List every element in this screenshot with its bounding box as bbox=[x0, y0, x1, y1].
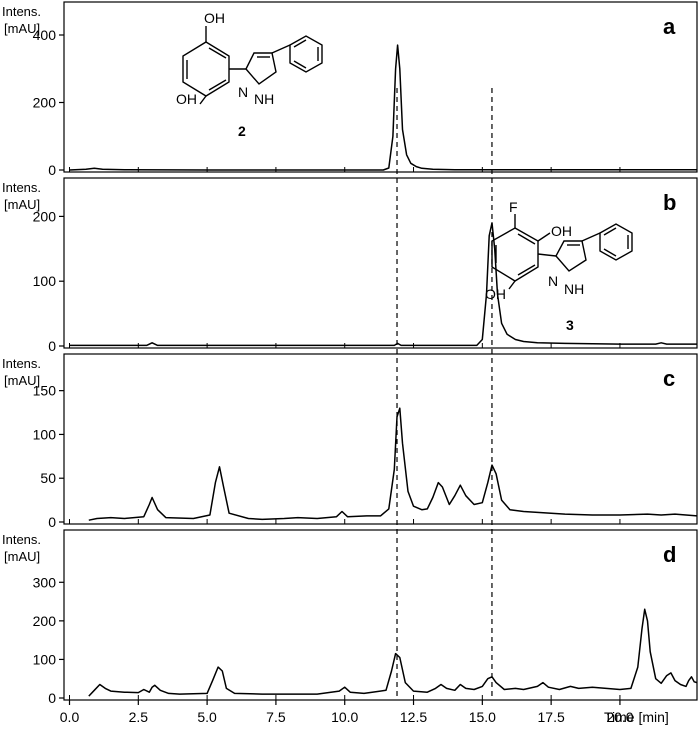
panel-d-ylabel-line2: [mAU] bbox=[4, 549, 40, 564]
molecule-3-f: F bbox=[509, 199, 518, 215]
panel-b-ytick-label: 200 bbox=[33, 208, 57, 224]
panel-b-trace bbox=[69, 222, 697, 347]
xtick-label: 12.5 bbox=[400, 709, 427, 725]
xtick-label: 15.0 bbox=[469, 709, 496, 725]
panel-b-frame bbox=[63, 177, 698, 349]
molecule-3-n: N bbox=[548, 273, 558, 289]
panel-c-ytick-label: 150 bbox=[33, 383, 57, 399]
xtick-label: 17.5 bbox=[538, 709, 565, 725]
panel-c-ylabel-line1: Intens. bbox=[2, 356, 41, 371]
molecule-2-oh-top: OH bbox=[204, 10, 225, 26]
panel-letter-c: c bbox=[663, 366, 675, 391]
molecule-2-n: N bbox=[238, 84, 248, 100]
panel-a-ylabel-line1: Intens. bbox=[2, 4, 41, 19]
panel-a-frame bbox=[63, 1, 698, 173]
molecule-2-nh: NH bbox=[254, 91, 274, 107]
xtick-label: 0.0 bbox=[60, 709, 80, 725]
x-axis-title: Time [min] bbox=[604, 709, 669, 725]
molecule-3-oh-top: OH bbox=[551, 223, 572, 239]
panel-d-trace bbox=[88, 608, 698, 697]
xtick-label: 2.5 bbox=[129, 709, 149, 725]
molecule-2-oh-bottom: OH bbox=[176, 91, 197, 107]
molecule-2-structure bbox=[182, 26, 323, 105]
panel-d-frame bbox=[63, 529, 698, 701]
panel-b-ytick-label: 100 bbox=[33, 273, 57, 289]
panel-c-ytick-label: 0 bbox=[48, 514, 56, 530]
panel-c-ytick-label: 100 bbox=[33, 426, 57, 442]
xtick-label: 5.0 bbox=[197, 709, 217, 725]
molecule-3-oh-bottom: OH bbox=[485, 286, 506, 302]
xtick-label: 20.0 bbox=[606, 709, 633, 725]
panel-d-ytick-label: 300 bbox=[33, 574, 57, 590]
panel-letter-a: a bbox=[663, 14, 676, 39]
panel-c-ylabel-line2: [mAU] bbox=[4, 373, 40, 388]
panel-c-trace bbox=[88, 407, 698, 521]
panel-c-frame bbox=[63, 353, 698, 525]
panel-letter-d: d bbox=[663, 542, 676, 567]
panel-b-ylabel-line1: Intens. bbox=[2, 180, 41, 195]
panel-a-trace bbox=[69, 44, 697, 171]
panel-d-ytick-label: 200 bbox=[33, 613, 57, 629]
panel-a-ylabel-line2: [mAU] bbox=[4, 21, 40, 36]
compound-label-2: 2 bbox=[238, 123, 246, 139]
panel-a-ytick-label: 200 bbox=[33, 95, 57, 111]
panel-letter-b: b bbox=[663, 190, 676, 215]
panel-a-ytick-label: 400 bbox=[33, 27, 57, 43]
panel-d-ylabel-line1: Intens. bbox=[2, 532, 41, 547]
panel-b-ytick-label: 0 bbox=[48, 338, 56, 354]
molecule-3-structure bbox=[491, 214, 633, 290]
panel-b-ylabel-line2: [mAU] bbox=[4, 197, 40, 212]
xtick-label: 10.0 bbox=[331, 709, 358, 725]
compound-label-3: 3 bbox=[566, 317, 574, 333]
molecule-3-nh: NH bbox=[564, 281, 584, 297]
panel-c-ytick-label: 50 bbox=[40, 470, 56, 486]
panel-d-ytick-label: 0 bbox=[48, 690, 56, 706]
panel-d-ytick-label: 100 bbox=[33, 651, 57, 667]
xtick-label: 7.5 bbox=[266, 709, 286, 725]
panel-a-ytick-label: 0 bbox=[48, 162, 56, 178]
